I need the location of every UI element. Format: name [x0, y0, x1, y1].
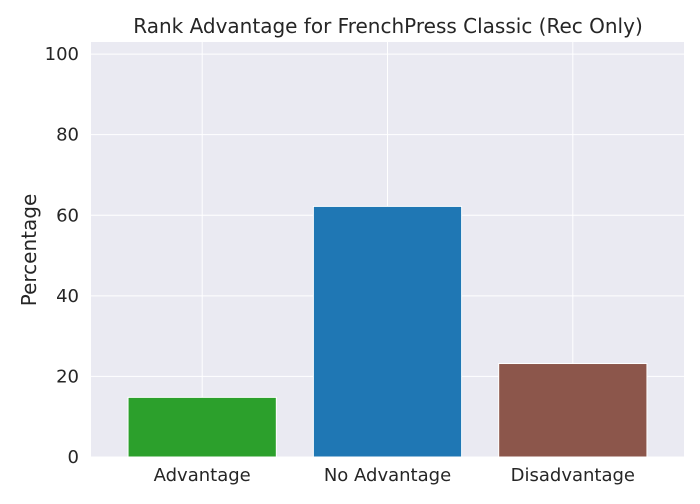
x-tick-label: Disadvantage — [511, 465, 635, 486]
bar-disadvantage — [499, 364, 647, 457]
bar-no-advantage — [313, 206, 461, 457]
x-tick-label: No Advantage — [324, 465, 451, 486]
x-tick-label: Advantage — [154, 465, 251, 486]
y-tick-label: 20 — [56, 366, 79, 387]
y-tick-label: 40 — [56, 286, 79, 307]
y-tick-label: 80 — [56, 125, 79, 146]
y-tick-label: 0 — [68, 447, 79, 468]
y-tick-label: 60 — [56, 205, 79, 226]
y-axis-ticks: 0 20 40 60 80 100 — [45, 44, 79, 468]
y-axis-label: Percentage — [17, 194, 41, 307]
chart-title: Rank Advantage for FrenchPress Classic (… — [133, 14, 643, 38]
bar-advantage — [128, 397, 276, 457]
y-tick-label: 100 — [45, 44, 79, 65]
x-axis-ticks: Advantage No Advantage Disadvantage — [154, 465, 635, 486]
